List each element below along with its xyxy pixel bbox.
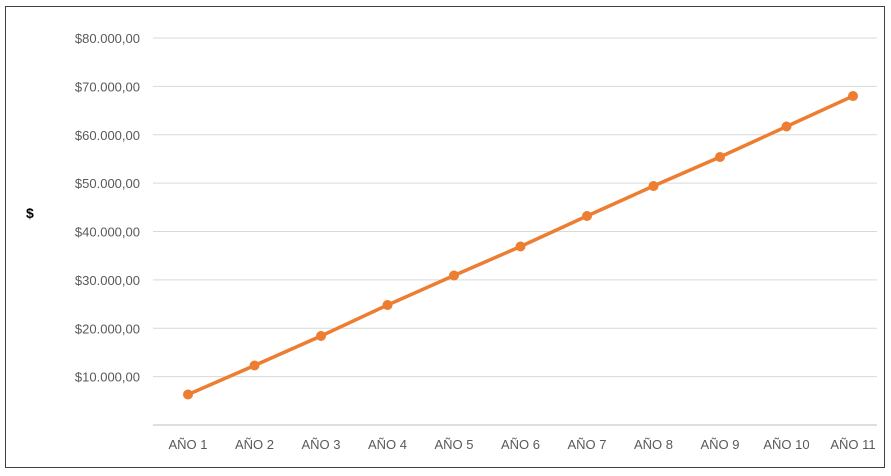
x-axis-ticks: AÑO 1 AÑO 2 AÑO 3 AÑO 4 AÑO 5 AÑO 6 AÑO 7 AÑO 8… [168, 437, 875, 452]
x-tick-label: AÑO 3 [301, 437, 340, 452]
y-tick-label: $70.000,00 [75, 79, 140, 94]
y-tick-label: $50.000,00 [75, 176, 140, 191]
x-tick-label: AÑO 1 [168, 437, 207, 452]
series-group [183, 91, 858, 400]
chart-frame [5, 6, 885, 468]
data-point [316, 330, 326, 341]
x-tick-label: AÑO 11 [830, 437, 875, 452]
data-point [715, 152, 725, 163]
data-point [781, 121, 792, 132]
y-axis-ticks: $10.000,00 $20.000,00 $30.000,00 $40.000,00… [75, 31, 140, 385]
y-tick-label: $40.000,00 [75, 225, 140, 240]
data-point [382, 300, 393, 311]
x-tick-label: AÑO 7 [567, 437, 606, 452]
data-point [183, 389, 193, 400]
data-point [648, 181, 659, 192]
y-tick-label: $60.000,00 [75, 128, 140, 143]
x-tick-label: AÑO 6 [501, 437, 540, 452]
x-tick-label: AÑO 4 [368, 437, 407, 452]
data-point [449, 270, 459, 281]
data-point [582, 211, 592, 222]
y-axis-label: $ [26, 205, 34, 221]
y-tick-label: $30.000,00 [75, 273, 140, 288]
x-tick-label: AÑO 5 [434, 437, 473, 452]
y-tick-label: $80.000,00 [75, 31, 140, 46]
x-tick-label: AÑO 8 [634, 437, 673, 452]
y-tick-label: $10.000,00 [75, 370, 140, 385]
y-tick-label: $20.000,00 [75, 321, 140, 336]
x-tick-label: AÑO 10 [763, 437, 809, 452]
data-point [249, 360, 260, 371]
x-tick-label: AÑO 9 [700, 437, 739, 452]
data-point [848, 91, 858, 102]
x-tick-label: AÑO 2 [235, 437, 274, 452]
data-point [515, 241, 526, 252]
gridlines [153, 37, 877, 426]
